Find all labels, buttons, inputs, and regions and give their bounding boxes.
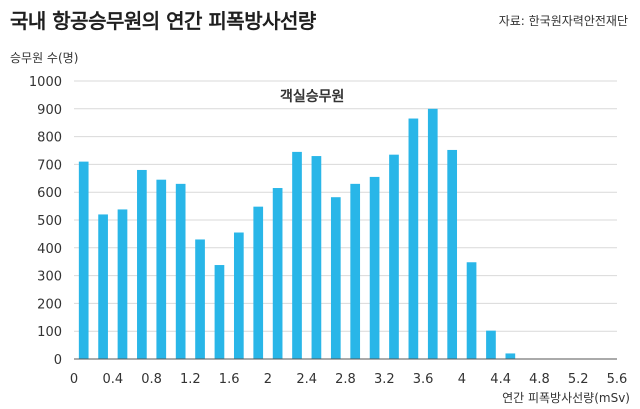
x-axis-label: 연간 피폭방사선량(mSv) <box>502 391 630 405</box>
x-tick-label: 0 <box>70 372 78 387</box>
bar <box>175 183 186 359</box>
bar <box>369 176 380 359</box>
y-tick-label: 0 <box>54 353 62 368</box>
source-note: 자료: 한국원자력안전재단 <box>498 14 628 28</box>
bar <box>486 330 496 359</box>
bar <box>330 197 341 359</box>
x-tick-label: 2.8 <box>335 372 356 387</box>
x-tick-label: 5.6 <box>607 372 628 387</box>
y-tick-label: 100 <box>37 325 62 340</box>
series-annotation: 객실승무원 <box>280 88 344 105</box>
bar <box>350 183 361 359</box>
bar <box>311 156 322 359</box>
bar <box>233 232 244 359</box>
bar <box>427 108 438 359</box>
y-tick-label: 600 <box>37 186 62 201</box>
y-tick-label: 300 <box>37 270 62 285</box>
bar <box>505 353 516 359</box>
y-tick-label: 500 <box>37 214 62 229</box>
bar <box>253 206 264 359</box>
bar <box>389 154 399 359</box>
x-tick-label: 1.6 <box>219 372 240 387</box>
x-tick-label: 3.6 <box>413 372 434 387</box>
x-tick-label: 0.4 <box>102 372 123 387</box>
bar <box>272 188 283 359</box>
bar <box>117 209 128 359</box>
y-tick-label: 700 <box>37 158 62 173</box>
bar <box>214 265 225 359</box>
bar <box>292 151 302 359</box>
bar <box>78 161 89 359</box>
y-tick-label: 200 <box>37 297 62 312</box>
x-tick-label: 0.8 <box>141 372 162 387</box>
x-tick-label: 3.2 <box>374 372 395 387</box>
y-tick-label: 1000 <box>29 75 62 90</box>
bar <box>195 239 205 359</box>
y-tick-label: 400 <box>37 242 62 257</box>
y-tick-label: 900 <box>37 103 62 118</box>
y-axis-label: 승무원 수(명) <box>10 51 78 65</box>
bar <box>466 262 477 359</box>
x-tick-label: 2 <box>264 372 272 387</box>
bar <box>156 179 167 359</box>
x-tick-label: 5.2 <box>568 372 589 387</box>
y-tick-label: 800 <box>37 131 62 146</box>
bar <box>408 118 419 359</box>
x-tick-label: 1.2 <box>180 372 201 387</box>
x-tick-label: 4.8 <box>529 372 550 387</box>
bar <box>98 214 108 359</box>
bar <box>137 169 147 359</box>
x-tick-label: 2.4 <box>296 372 317 387</box>
bar <box>447 149 458 359</box>
x-tick-label: 4.4 <box>490 372 511 387</box>
x-tick-label: 4 <box>458 372 466 387</box>
chart-title: 국내 항공승무원의 연간 피폭방사선량 <box>10 9 316 33</box>
